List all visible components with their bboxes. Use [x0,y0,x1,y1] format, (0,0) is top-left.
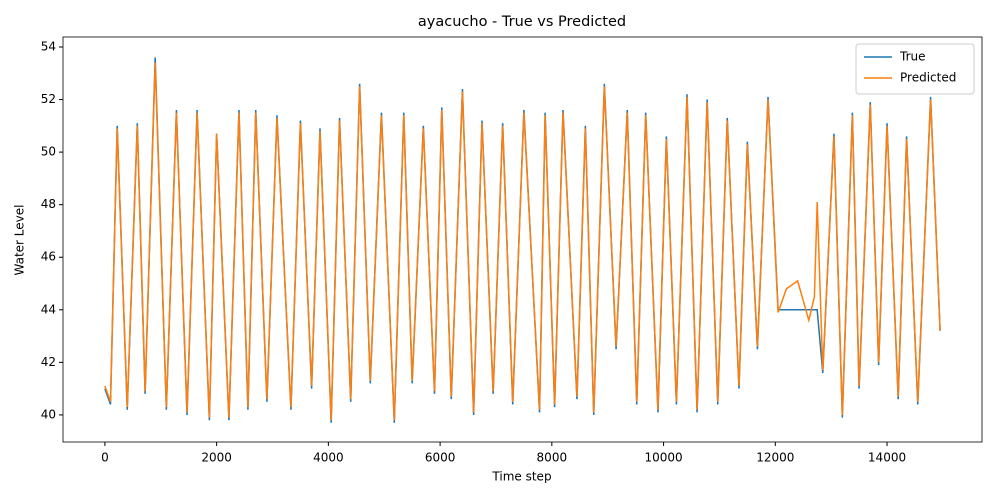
y-tick-label: 50 [41,145,56,159]
x-tick-label: 2000 [201,451,232,465]
y-tick-label: 48 [41,197,56,211]
series-line [104,62,941,421]
y-tick-label: 40 [41,407,56,421]
legend-label: Predicted [900,71,956,85]
chart-title: ayacucho - True vs Predicted [418,14,626,30]
legend-label: True [899,50,926,64]
x-tick-label: 12000 [756,451,794,465]
y-tick-label: 52 [41,92,56,106]
y-tick-label: 42 [41,355,56,369]
x-tick-label: 8000 [537,451,568,465]
x-tick-label: 4000 [313,451,344,465]
x-tick-label: 14000 [868,451,906,465]
y-tick-label: 44 [41,302,56,316]
x-tick-label: 6000 [425,451,456,465]
y-tick-label: 46 [41,250,56,264]
plot-frame [62,36,983,443]
x-axis-label: Time step [491,470,551,484]
x-tick-label: 10000 [644,451,682,465]
y-axis-label: Water Level [13,205,27,276]
y-tick-label: 54 [41,39,56,53]
x-tick-label: 0 [101,451,109,465]
